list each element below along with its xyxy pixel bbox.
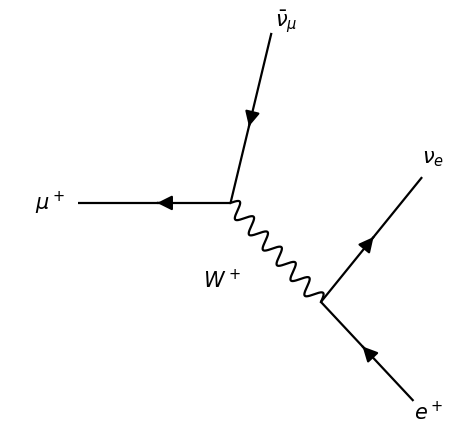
Text: $W^+$: $W^+$ [203, 269, 241, 292]
Text: $\nu_e$: $\nu_e$ [422, 149, 444, 169]
Text: $\mu^+$: $\mu^+$ [35, 189, 65, 217]
Text: $\bar{\nu}_{\mu}$: $\bar{\nu}_{\mu}$ [275, 9, 298, 36]
Text: $e^+$: $e^+$ [414, 401, 443, 424]
